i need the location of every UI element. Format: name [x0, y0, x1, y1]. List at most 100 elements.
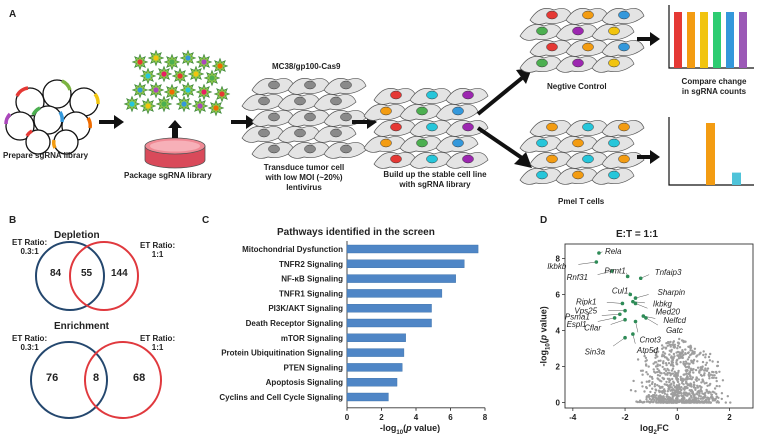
gene-point [675, 397, 679, 400]
gene-point [640, 381, 644, 384]
gene-point [671, 361, 675, 364]
hit-point [633, 296, 638, 300]
gene-point [672, 352, 676, 356]
gene-point [703, 372, 706, 375]
nucleus [426, 122, 438, 132]
gene-point [698, 385, 701, 388]
gene-point [652, 368, 655, 371]
gene-point [672, 384, 675, 387]
gene-point [660, 344, 664, 347]
gene-point [644, 356, 648, 360]
gene-point [677, 357, 681, 360]
gene-point [655, 347, 659, 350]
nucleus [390, 122, 402, 132]
gene-point [670, 348, 673, 352]
enrichment-left-ratio: ET Ratio: 0.3:1 [12, 334, 47, 352]
gene-point [641, 369, 644, 372]
category-label: Death Receptor Signaling [246, 319, 343, 328]
package-label: Package sgRNA library [124, 171, 212, 180]
gene-point [662, 350, 665, 354]
gene-point [675, 377, 678, 380]
gene-point [650, 382, 654, 386]
gene-point [684, 400, 688, 403]
gene-point [701, 360, 705, 364]
hit-point [610, 269, 614, 273]
gene-point [716, 400, 719, 403]
gene-point [680, 339, 684, 342]
gene-point [701, 392, 704, 395]
gene-point [705, 361, 708, 364]
y-tick-label: 6 [556, 290, 561, 299]
gene-point [681, 349, 684, 352]
depletion-left-ratio-1: ET Ratio: [12, 238, 48, 247]
gene-point [671, 358, 675, 362]
gene-point [692, 386, 696, 389]
label-leader [635, 303, 648, 309]
x-tick-label: 4 [414, 413, 419, 422]
gene-label: Vps25 [574, 307, 597, 316]
nucleus [572, 138, 584, 148]
gene-point [686, 358, 690, 361]
gene-label: Cnot3 [640, 335, 662, 344]
hit-point [633, 319, 638, 324]
virus-core [209, 75, 215, 81]
virus-core [213, 105, 219, 111]
gene-point [682, 401, 685, 404]
gene-label: Sharpin [658, 288, 686, 297]
gene-point [688, 397, 691, 400]
negative-bar [739, 12, 747, 68]
hit-point [623, 317, 627, 322]
negative-bar [726, 12, 734, 68]
gene-point [665, 383, 669, 386]
transduce-line-2: with low MOI (~20%) lentivirus [265, 173, 343, 192]
negative-bar [713, 12, 721, 68]
pmel-bar [706, 123, 715, 185]
gene-point [729, 401, 732, 404]
gene-point [696, 366, 700, 369]
bar [346, 348, 405, 357]
gene-point [673, 389, 676, 392]
gene-point [646, 373, 649, 376]
gene-point [672, 341, 675, 344]
gene-point [656, 401, 659, 404]
hit-point [638, 276, 643, 281]
nucleus [608, 58, 620, 68]
gene-point [695, 379, 698, 382]
gene-point [710, 393, 713, 396]
label-leader [597, 270, 613, 275]
nucleus [536, 138, 548, 148]
gene-point [696, 354, 699, 357]
gene-label: Rnf31 [567, 273, 588, 282]
depletion-left-only: 84 [50, 268, 62, 279]
gene-point [676, 374, 679, 377]
gene-point [659, 371, 662, 374]
nucleus [582, 10, 594, 20]
gene-point [643, 390, 646, 393]
gene-point [663, 367, 666, 371]
gene-point [661, 391, 664, 394]
bar [346, 318, 432, 328]
gene-point [709, 373, 713, 376]
gene-point [682, 360, 685, 364]
negative-control-label: Negtive Control [547, 82, 607, 91]
virus-core [153, 55, 159, 61]
gene-point [652, 349, 656, 352]
gene-point [634, 390, 637, 393]
gene-point [708, 384, 711, 387]
x-tick-label: 6 [448, 413, 453, 422]
gene-point [720, 392, 724, 395]
hit-point [612, 316, 617, 320]
gene-point [685, 372, 688, 375]
gene-point [676, 380, 680, 384]
gene-point [705, 390, 709, 393]
bar-chart-xlabel: -log10(p value) [379, 423, 441, 436]
x-tick-label: -4 [569, 413, 577, 422]
gene-point [676, 384, 680, 388]
gene-point [690, 389, 694, 392]
gene-point [702, 353, 705, 357]
virus-core [185, 55, 191, 61]
gene-point [654, 365, 658, 368]
gene-point [636, 358, 640, 361]
gene-point [645, 396, 648, 399]
gene-label: Tnfaip3 [655, 268, 682, 277]
